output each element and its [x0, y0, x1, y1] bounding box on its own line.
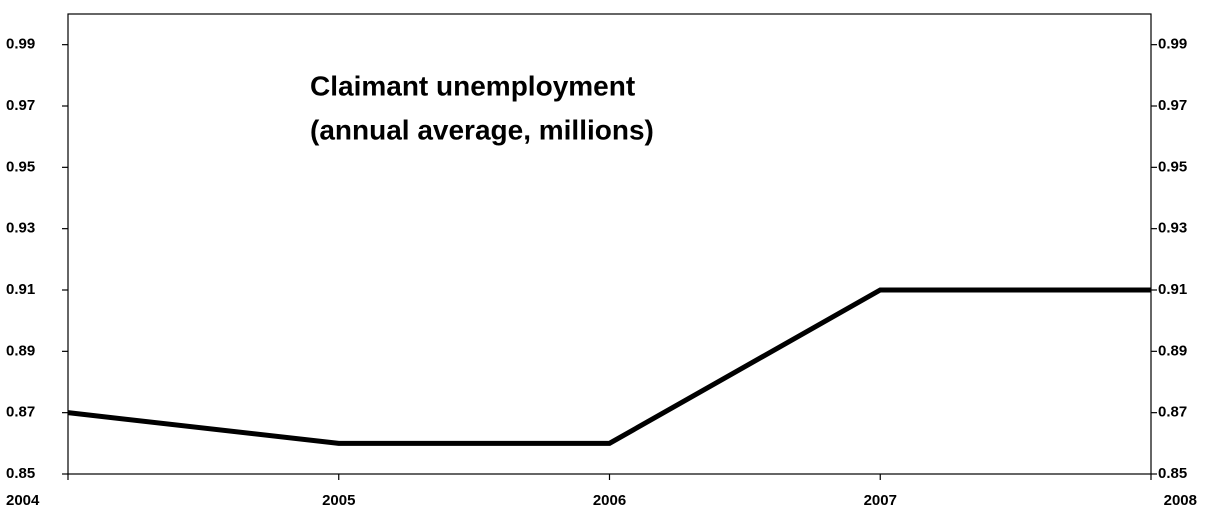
y-tick-label: 0.85	[6, 465, 35, 482]
x-tick-label: 2006	[593, 492, 626, 509]
y-tick-label: 0.99	[6, 36, 35, 53]
y-tick-label: 0.95	[6, 158, 35, 175]
x-tick-label: 2005	[322, 492, 355, 509]
y2-tick-label: 0.97	[1158, 97, 1187, 114]
y2-tick-label: 0.93	[1158, 220, 1187, 237]
y2-tick-label: 0.89	[1158, 342, 1187, 359]
x-tick-label: 2008	[1164, 492, 1197, 509]
y2-tick-label: 0.87	[1158, 404, 1187, 421]
y2-tick-label: 0.85	[1158, 465, 1187, 482]
chart-title: Claimant unemployment	[310, 70, 635, 101]
y-tick-label: 0.97	[6, 97, 35, 114]
y-tick-label: 0.89	[6, 342, 35, 359]
y-tick-label: 0.93	[6, 220, 35, 237]
x-tick-label: 2004	[6, 492, 40, 509]
data-line	[67, 287, 1151, 446]
y-tick-label: 0.87	[6, 404, 35, 421]
x-tick-label: 2007	[864, 492, 897, 509]
y2-tick-label: 0.99	[1158, 36, 1187, 53]
y2-tick-label: 0.91	[1158, 281, 1187, 298]
chart-title: (annual average, millions)	[310, 114, 654, 145]
y-tick-label: 0.91	[6, 281, 35, 298]
y2-tick-label: 0.95	[1158, 158, 1187, 175]
